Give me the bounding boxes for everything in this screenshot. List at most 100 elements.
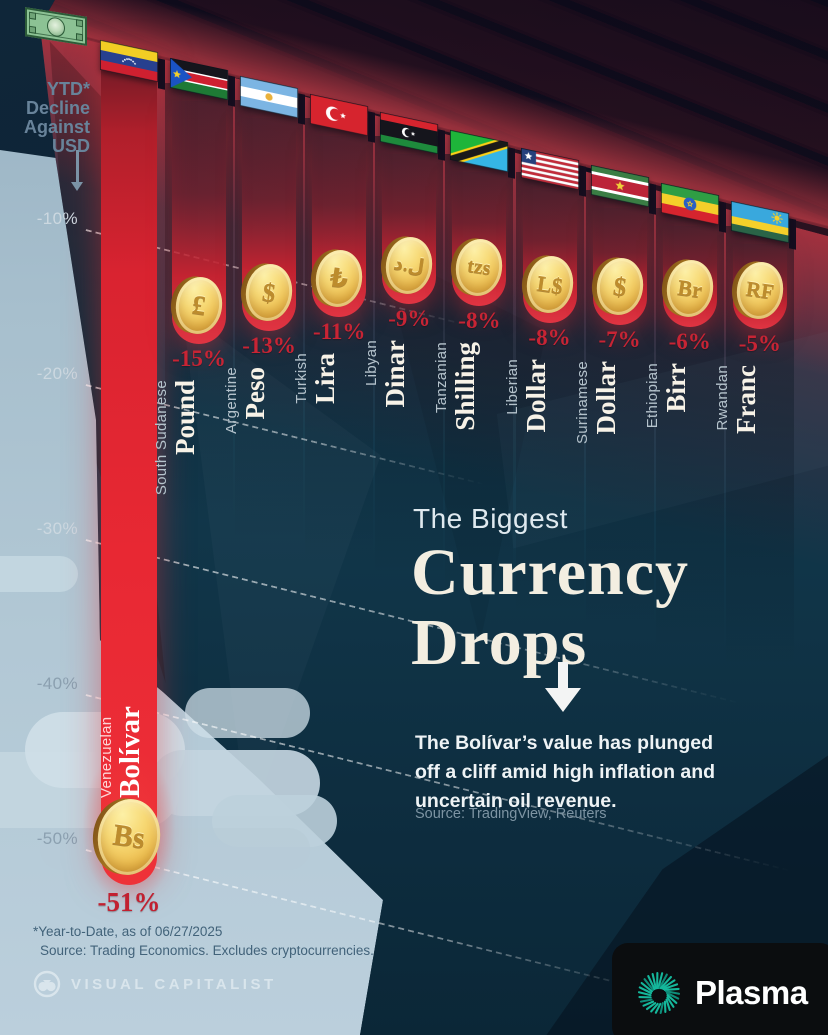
flag-liberia bbox=[519, 146, 580, 191]
footnote: *Year-to-Date, as of 06/27/2025 Source: … bbox=[33, 922, 374, 960]
currency-name-label: Peso bbox=[240, 366, 271, 420]
currency-name-label: Dollar bbox=[590, 361, 621, 435]
currency-symbol: L$ bbox=[535, 270, 565, 299]
axis-tick-label: -10% bbox=[36, 208, 78, 228]
down-arrow-icon bbox=[76, 150, 79, 183]
flag-side-face bbox=[158, 57, 165, 90]
down-arrow-icon bbox=[71, 182, 83, 191]
chart-title-line1: Currency bbox=[411, 536, 690, 609]
chart-title-line2: Drops bbox=[411, 606, 588, 679]
pct-label: -11% bbox=[312, 319, 366, 345]
cloud bbox=[185, 688, 310, 738]
currency-name-label: Franc bbox=[730, 365, 761, 435]
flag-side-face bbox=[648, 182, 656, 215]
axis-note-line: Decline bbox=[25, 98, 90, 118]
currency-country-label: Argentine bbox=[223, 366, 241, 434]
currency-name-label: Bolívar bbox=[114, 706, 146, 798]
flag-side-face bbox=[368, 111, 376, 143]
flag-south-sudan bbox=[169, 57, 229, 102]
coin-liberia: L$ bbox=[517, 252, 577, 317]
axis-tick-label: -30% bbox=[36, 518, 78, 538]
currency-symbol: ₺ bbox=[328, 262, 351, 294]
flag-suriname bbox=[589, 164, 650, 209]
chart-kicker: The Biggest bbox=[413, 503, 568, 534]
currency-symbol: $ bbox=[260, 276, 278, 308]
currency-label: Rwandan Franc bbox=[714, 365, 798, 565]
coin-ethiopia: Br bbox=[657, 256, 717, 321]
bill-corner bbox=[76, 19, 83, 28]
chart-source: Source: TradingView, Reuters bbox=[415, 806, 607, 822]
currency-country-label: Surinamese bbox=[573, 361, 591, 445]
flag-libya bbox=[379, 110, 440, 155]
pct-label: -13% bbox=[242, 332, 296, 358]
axis-note: YTD* Decline Against USD bbox=[14, 80, 90, 156]
coin-rwanda: RF bbox=[728, 258, 787, 323]
coin-venezuela: Bs bbox=[88, 794, 165, 879]
bill-corner bbox=[29, 11, 36, 20]
pct-label: -9% bbox=[388, 305, 431, 331]
chart-description: The Bolívar’s value has plunged off a cl… bbox=[415, 732, 716, 812]
currency-name-label: Dinar bbox=[380, 339, 411, 408]
title-down-arrow-icon bbox=[545, 688, 581, 712]
currency-symbol: RF bbox=[744, 276, 776, 305]
coin-turkey: ₺ bbox=[307, 246, 366, 311]
plasma-logo-box: Plasma bbox=[612, 943, 828, 1035]
pct-label: -5% bbox=[738, 331, 781, 357]
currency-country-label: South Sudanese bbox=[153, 380, 170, 496]
currency-country-label: Ethiopian bbox=[643, 363, 661, 429]
currency-country-label: Venezuelan bbox=[98, 716, 115, 798]
flag-turkey bbox=[309, 92, 369, 138]
axis-note-line: YTD* bbox=[46, 79, 90, 99]
pct-label: -51% bbox=[97, 886, 161, 917]
flag-tanzania bbox=[447, 128, 511, 173]
axis-tick-label: -40% bbox=[36, 673, 78, 693]
flag-side-face bbox=[228, 75, 235, 108]
axis-tick-label: -20% bbox=[36, 363, 78, 383]
axis-tick-label: -50% bbox=[36, 828, 78, 848]
currency-symbol: ل.د bbox=[392, 252, 427, 278]
pct-label: -7% bbox=[598, 327, 641, 353]
axis-note-line: USD bbox=[51, 136, 90, 156]
currency-symbol: Bs bbox=[111, 817, 148, 855]
pct-label: -8% bbox=[528, 325, 571, 351]
flag-side-face bbox=[578, 165, 586, 197]
currency-symbol: $ bbox=[611, 271, 629, 302]
currency-symbol: tzs bbox=[466, 254, 493, 280]
currency-symbol: £ bbox=[190, 289, 208, 322]
footnote-line2: Source: Trading Economics. Excludes cryp… bbox=[40, 943, 374, 958]
coin-libya: ل.د bbox=[377, 233, 437, 297]
bolivar-label: Venezuelan Bolívar bbox=[98, 628, 160, 798]
coin-tanzania: tzs bbox=[447, 235, 507, 299]
flag-argentina bbox=[239, 74, 299, 120]
currency-country-label: Libyan bbox=[363, 339, 381, 386]
plasma-spiral-icon bbox=[637, 972, 681, 1014]
currency-name-label: Lira bbox=[310, 353, 341, 405]
flag-side-face bbox=[788, 218, 796, 251]
bill-corner bbox=[76, 33, 83, 42]
pct-label: -6% bbox=[668, 329, 711, 355]
currency-country-label: Rwandan bbox=[713, 365, 731, 431]
binoculars-icon bbox=[33, 970, 61, 998]
visual-capitalist-wordmark: VISUAL CAPITALIST bbox=[71, 975, 277, 993]
coin-suriname: $ bbox=[587, 254, 647, 319]
flag-rwanda bbox=[729, 200, 790, 245]
cloud bbox=[0, 556, 78, 592]
coin-south-sudan: £ bbox=[167, 273, 226, 338]
visual-capitalist-logo: VISUAL CAPITALIST bbox=[33, 970, 277, 998]
title-down-arrow-icon bbox=[558, 662, 568, 689]
plasma-wordmark: Plasma bbox=[695, 974, 808, 1011]
currency-country-label: Turkish bbox=[293, 353, 311, 405]
flag-ethiopia bbox=[659, 182, 720, 227]
bill-corner bbox=[29, 25, 36, 34]
pct-label: -15% bbox=[172, 346, 226, 372]
footnote-line1: *Year-to-Date, as of 06/27/2025 bbox=[33, 924, 223, 939]
axis-note-line: Against bbox=[23, 117, 90, 137]
flag-side-face bbox=[508, 147, 516, 179]
flag-side-face bbox=[718, 200, 726, 233]
coin-argentina: $ bbox=[237, 260, 296, 324]
currency-name-label: Birr bbox=[660, 363, 691, 413]
flag-side-face bbox=[298, 93, 306, 126]
flag-side-face bbox=[438, 129, 446, 161]
currency-name-label: Pound bbox=[170, 380, 200, 456]
